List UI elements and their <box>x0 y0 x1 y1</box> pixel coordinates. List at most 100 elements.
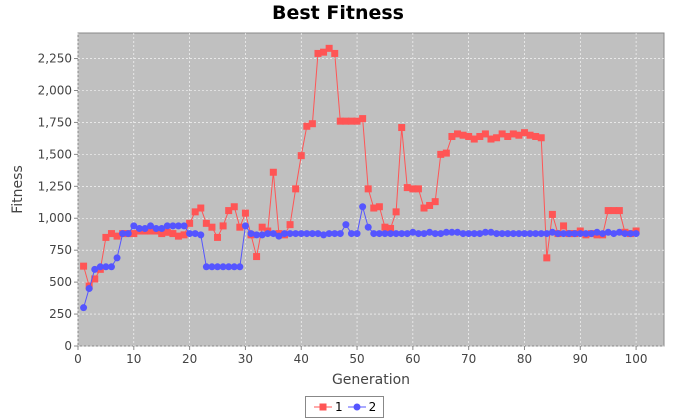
series-1-point <box>113 232 121 240</box>
y-tick-label: 500 <box>49 275 72 289</box>
axes: 02505007501,0001,2501,5001,7502,0002,250… <box>38 52 648 366</box>
series-1-point <box>476 132 484 140</box>
legend-label-series-1: 1 <box>335 400 343 414</box>
series-2-point <box>85 285 93 293</box>
series-2-point <box>403 230 411 238</box>
series-2-point <box>225 263 233 271</box>
series-1-point <box>610 207 618 215</box>
series-1-point <box>241 209 249 217</box>
series-2-point <box>347 230 355 238</box>
series-1-point <box>325 44 333 52</box>
series-1-point <box>504 132 512 140</box>
series-1-point <box>409 185 417 193</box>
series-2-point <box>560 230 568 238</box>
y-tick-label: 2,250 <box>38 52 72 66</box>
series-2-point <box>387 230 395 238</box>
series-2-point <box>498 230 506 238</box>
x-tick-label: 70 <box>461 352 476 366</box>
series-1-point <box>537 134 545 142</box>
x-tick-label: 90 <box>573 352 588 366</box>
series-2-point <box>431 230 439 238</box>
series-1-point <box>214 233 222 241</box>
series-1-point <box>370 204 378 212</box>
series-2-point <box>275 232 283 240</box>
legend-entry-series-2: 2 <box>347 400 376 414</box>
series-2-point <box>292 230 300 238</box>
series-1-point <box>548 210 556 218</box>
series-2-point <box>621 230 629 238</box>
series-2-point <box>359 203 367 211</box>
series-1-point <box>442 149 450 157</box>
series-1-point <box>448 132 456 140</box>
series-1-point <box>459 131 467 139</box>
x-tick-label: 60 <box>405 352 420 366</box>
series-2-point <box>398 230 406 238</box>
series-1-point <box>403 184 411 192</box>
series-2-point <box>169 222 177 230</box>
series-2-point <box>493 230 501 238</box>
series-2-point <box>308 230 316 238</box>
series-2 <box>80 203 640 312</box>
series-2-point <box>537 230 545 238</box>
series-1-point <box>520 129 528 137</box>
series-1-point <box>102 233 110 241</box>
series-2-point <box>124 230 132 238</box>
series-2-point <box>465 230 473 238</box>
legend-marker-series-1 <box>314 403 332 411</box>
series-2-point <box>476 230 484 238</box>
series-2-point <box>610 230 618 238</box>
series-2-point <box>548 228 556 236</box>
series-2-point <box>627 230 635 238</box>
series-2-point <box>381 230 389 238</box>
legend-entry-series-1: 1 <box>313 400 343 414</box>
series-1-point <box>398 124 406 132</box>
series-1-point <box>526 131 534 139</box>
series-1-point <box>487 135 495 143</box>
series-1-point <box>604 207 612 215</box>
series-1-point <box>353 117 361 125</box>
series-2-point <box>102 263 110 271</box>
series-2-point <box>303 230 311 238</box>
series-2-point <box>571 230 579 238</box>
series-1-point <box>381 223 389 231</box>
series-1-point <box>208 223 216 231</box>
x-tick-label: 10 <box>126 352 141 366</box>
series-2-point <box>119 230 127 238</box>
series-2-point <box>113 254 121 262</box>
x-tick-label: 100 <box>625 352 648 366</box>
series-1-point <box>420 204 428 212</box>
series-2-point <box>526 230 534 238</box>
series-1-point <box>91 275 99 283</box>
series-2-point <box>269 230 277 238</box>
series-1-point <box>375 203 383 211</box>
series-2-point <box>336 230 344 238</box>
series-1-point <box>314 49 322 57</box>
series-2-point <box>135 224 143 232</box>
series-1-point <box>292 185 300 193</box>
y-tick-label: 0 <box>64 339 72 353</box>
series-2-point <box>532 230 540 238</box>
x-tick-label: 50 <box>349 352 364 366</box>
series-2-point <box>264 230 272 238</box>
y-tick-label: 2,000 <box>38 83 72 97</box>
series-1-point <box>230 203 238 211</box>
series-1-point <box>342 117 350 125</box>
series-1-point <box>269 168 277 176</box>
series-2-point <box>219 263 227 271</box>
series-1-point <box>454 130 462 138</box>
series-2-point <box>504 230 512 238</box>
series-2-point <box>509 230 517 238</box>
series-1-point <box>225 207 233 215</box>
series-2-point <box>174 222 182 230</box>
series-1-point <box>532 132 540 140</box>
series-1-point <box>191 208 199 216</box>
x-axis-label: Generation <box>332 372 410 388</box>
series-2-point <box>180 222 188 230</box>
series-1-point <box>392 208 400 216</box>
series-1-point <box>180 231 188 239</box>
series-1-point <box>509 130 517 138</box>
series-2-point <box>320 231 328 239</box>
series-2-point <box>91 265 99 273</box>
series-2-point <box>364 223 372 231</box>
series-2-point <box>409 228 417 236</box>
